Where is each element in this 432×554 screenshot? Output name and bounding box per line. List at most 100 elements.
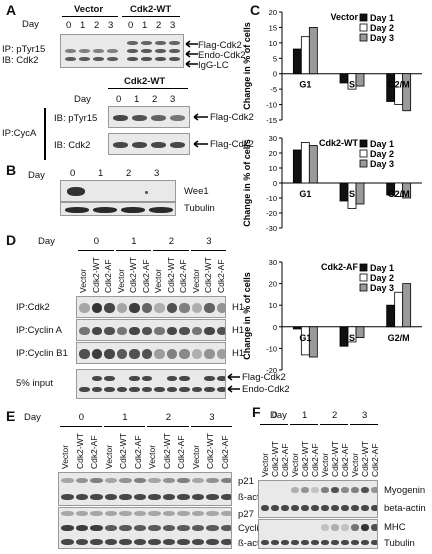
- panel-a-arrow-igg: IgG-LC: [198, 60, 229, 71]
- panel-a-wt-underline: [122, 16, 180, 17]
- panel-b-row-tubulin: Tubulin: [184, 203, 215, 214]
- blot-band: [216, 387, 225, 392]
- panel-a-upper-blot: [60, 34, 184, 68]
- day-number: 1: [302, 410, 308, 421]
- day-number: 1: [122, 412, 128, 423]
- blot-band: [141, 387, 152, 392]
- panel-d-h1-3: H1: [232, 348, 245, 359]
- blot-band: [61, 511, 74, 516]
- bar: [402, 73, 412, 112]
- blot-band: [220, 511, 231, 516]
- y-axis-label: Change in % of cells: [242, 139, 252, 227]
- bar: [402, 182, 412, 199]
- y-tick-label: 20: [269, 149, 277, 158]
- bar: [308, 326, 318, 358]
- day-number: 3: [206, 236, 212, 247]
- lane-label: Cdk2-WT: [118, 433, 128, 469]
- panel-f-label: F: [252, 404, 261, 420]
- panel-e-row-actin1: ß-actin: [238, 492, 268, 503]
- panel-e-row-cyclina: Cyclin A: [238, 523, 273, 534]
- lane-label: Vector: [103, 444, 114, 469]
- blot-band: [191, 539, 204, 545]
- blot-band: [104, 303, 115, 313]
- y-tick-label: 0: [273, 70, 277, 79]
- blot-band: [331, 524, 339, 531]
- day-number: 1: [98, 168, 104, 179]
- day-number: 1: [142, 20, 148, 31]
- blot-band: [341, 524, 349, 531]
- blot-band: [119, 539, 132, 545]
- blot-band: [90, 511, 103, 516]
- blot-band: [301, 505, 309, 511]
- panel-a-lower-group: Cdk2-WT: [124, 76, 166, 87]
- blot-band: [301, 487, 309, 493]
- panel-a-ib-line: IB: Cdk2: [2, 55, 39, 66]
- blot-band: [361, 524, 369, 531]
- panel-c-label: C: [250, 2, 261, 18]
- blot-band: [141, 41, 152, 45]
- category-label: G1: [299, 80, 311, 90]
- blot-band: [331, 487, 339, 493]
- panel-a-lower-ib2: IB: Cdk2: [54, 140, 91, 151]
- blot-band: [148, 525, 161, 531]
- legend-swatch: [359, 273, 368, 282]
- panel-d-row-cyclina: IP:Cyclin A: [16, 325, 62, 336]
- blot-band: [351, 540, 359, 545]
- panel-d-blot-cyclina: [76, 319, 226, 341]
- blot-band: [91, 303, 102, 313]
- blot-band: [91, 387, 102, 392]
- panel-f-row-myogenin: Myogenin: [384, 485, 426, 496]
- panel-a-vector-group: Vector: [74, 4, 104, 15]
- lane-label: Cdk2-AF: [132, 435, 143, 469]
- blot-band: [116, 387, 127, 392]
- blot-band: [104, 539, 117, 545]
- blot-band: [133, 478, 146, 483]
- lane-label: Cdk2-AF: [310, 443, 320, 477]
- lane-label: Cdk2-WT: [330, 441, 340, 477]
- blot-band: [107, 57, 118, 61]
- day-number: 2: [168, 236, 175, 247]
- blot-band: [271, 540, 279, 545]
- blot-band: [216, 303, 225, 313]
- y-tick-label: 0: [273, 323, 277, 332]
- blot-band: [93, 49, 104, 53]
- blot-band: [75, 478, 88, 483]
- blot-band: [204, 349, 215, 359]
- day-number: 2: [152, 94, 158, 105]
- day-number: 0: [93, 236, 100, 247]
- lane-label: Cdk2-WT: [165, 257, 176, 293]
- legend-label: Day 2: [370, 149, 394, 159]
- blot-band: [281, 540, 289, 545]
- panel-d-arrow-endo: Endo-Cdk2: [242, 384, 290, 395]
- legend-label: Day 3: [370, 33, 394, 43]
- panel-e-row-actin2: ß-actin: [238, 538, 268, 549]
- panel-a-lower-day-label: Day: [74, 94, 91, 105]
- lane-label: Cdk2-AF: [340, 443, 350, 477]
- panel-a-ip-line: IP: pTyr15: [2, 44, 46, 55]
- day-number: 1: [80, 20, 86, 31]
- lane-label: Cdk2-WT: [205, 433, 215, 469]
- panel-c-charts: Change in % of cells -15 -10 -5 0 5 10 15 20 G1 S G…: [242, 8, 422, 375]
- panel-a-lower-underline: [108, 88, 188, 89]
- category-label: S: [349, 189, 355, 199]
- category-label: S: [349, 333, 355, 343]
- blot-band: [177, 511, 190, 516]
- blot-band: [79, 349, 90, 359]
- group-underline: [290, 424, 318, 425]
- blot-band: [204, 376, 215, 381]
- blot-band: [162, 525, 175, 531]
- group-underline: [350, 424, 378, 425]
- blot-band: [162, 539, 175, 545]
- lane-label: Cdk2-AF: [219, 435, 230, 469]
- blot-band: [104, 327, 115, 335]
- y-tick-label: 5: [273, 54, 277, 63]
- legend-label: Day 3: [370, 283, 394, 293]
- blot-band: [132, 142, 147, 148]
- category-label: S: [349, 80, 355, 90]
- day-number: 0: [70, 168, 76, 179]
- blot-band: [79, 303, 90, 313]
- blot-band: [65, 57, 76, 61]
- panel-a-lower-arrows: [193, 113, 208, 148]
- blot-band: [204, 387, 215, 392]
- blot-band: [351, 487, 359, 493]
